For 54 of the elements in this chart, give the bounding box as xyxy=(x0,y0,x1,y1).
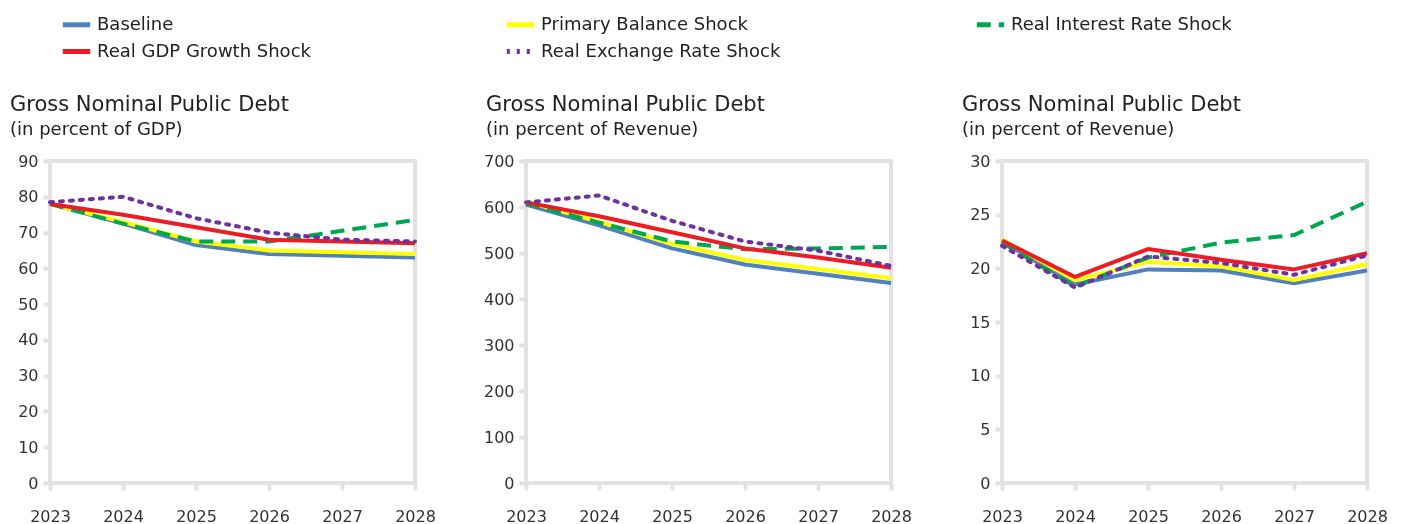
y-tick-label: 90 xyxy=(18,151,39,171)
legend-label: Real GDP Growth Shock xyxy=(97,39,312,61)
y-tick-label: 60 xyxy=(18,258,39,278)
x-tick-label: 2027 xyxy=(798,506,839,524)
x-tick-label: 2025 xyxy=(652,506,693,524)
x-tick-label: 2024 xyxy=(579,506,620,524)
x-tick-label: 2023 xyxy=(506,506,547,524)
y-tick-label: 10 xyxy=(970,366,991,386)
chart-subtitle: (in percent of GDP) xyxy=(10,118,183,139)
x-tick-label: 2023 xyxy=(30,506,71,524)
y-tick-label: 10 xyxy=(18,437,39,457)
x-tick-label: 2023 xyxy=(982,506,1023,524)
y-tick-label: 30 xyxy=(18,366,39,386)
legend-label: Real Interest Rate Shock xyxy=(1011,12,1233,34)
x-tick-label: 2026 xyxy=(725,506,766,524)
x-tick-label: 2024 xyxy=(103,506,144,524)
y-tick-label: 30 xyxy=(970,151,991,171)
y-tick-label: 0 xyxy=(980,473,991,493)
x-tick-label: 2027 xyxy=(1274,506,1315,524)
y-tick-label: 200 xyxy=(483,381,515,401)
y-tick-label: 70 xyxy=(18,223,39,243)
legend-label: Baseline xyxy=(97,12,174,34)
y-tick-label: 700 xyxy=(483,151,515,171)
y-tick-label: 40 xyxy=(18,330,39,350)
chart-subtitle: (in percent of Revenue) xyxy=(962,118,1175,139)
x-tick-label: 2025 xyxy=(1128,506,1169,524)
y-tick-label: 100 xyxy=(483,427,515,447)
y-tick-label: 5 xyxy=(980,419,991,439)
chart-title: Gross Nominal Public Debt xyxy=(486,92,765,116)
x-tick-label: 2026 xyxy=(249,506,290,524)
y-tick-label: 600 xyxy=(483,197,515,217)
legend-label: Real Exchange Rate Shock xyxy=(541,39,781,61)
x-tick-label: 2024 xyxy=(1055,506,1096,524)
y-tick-label: 0 xyxy=(504,473,515,493)
y-tick-label: 50 xyxy=(18,294,39,314)
x-tick-label: 2026 xyxy=(1201,506,1242,524)
chart-title: Gross Nominal Public Debt xyxy=(10,92,289,116)
x-tick-label: 2027 xyxy=(322,506,363,524)
legend-label: Primary Balance Shock xyxy=(541,12,749,34)
x-tick-label: 2028 xyxy=(395,506,436,524)
x-tick-label: 2028 xyxy=(871,506,912,524)
y-tick-label: 0 xyxy=(28,473,39,493)
chart-title: Gross Nominal Public Debt xyxy=(962,92,1241,116)
chart-subtitle: (in percent of Revenue) xyxy=(486,118,699,139)
y-tick-label: 15 xyxy=(970,312,991,332)
y-tick-label: 20 xyxy=(970,258,991,278)
y-tick-label: 25 xyxy=(970,205,991,225)
y-tick-label: 400 xyxy=(483,289,515,309)
x-tick-label: 2025 xyxy=(176,506,217,524)
y-tick-label: 500 xyxy=(483,243,515,263)
y-tick-label: 300 xyxy=(483,335,515,355)
y-tick-label: 20 xyxy=(18,401,39,421)
x-tick-label: 2028 xyxy=(1347,506,1388,524)
y-tick-label: 80 xyxy=(18,187,39,207)
